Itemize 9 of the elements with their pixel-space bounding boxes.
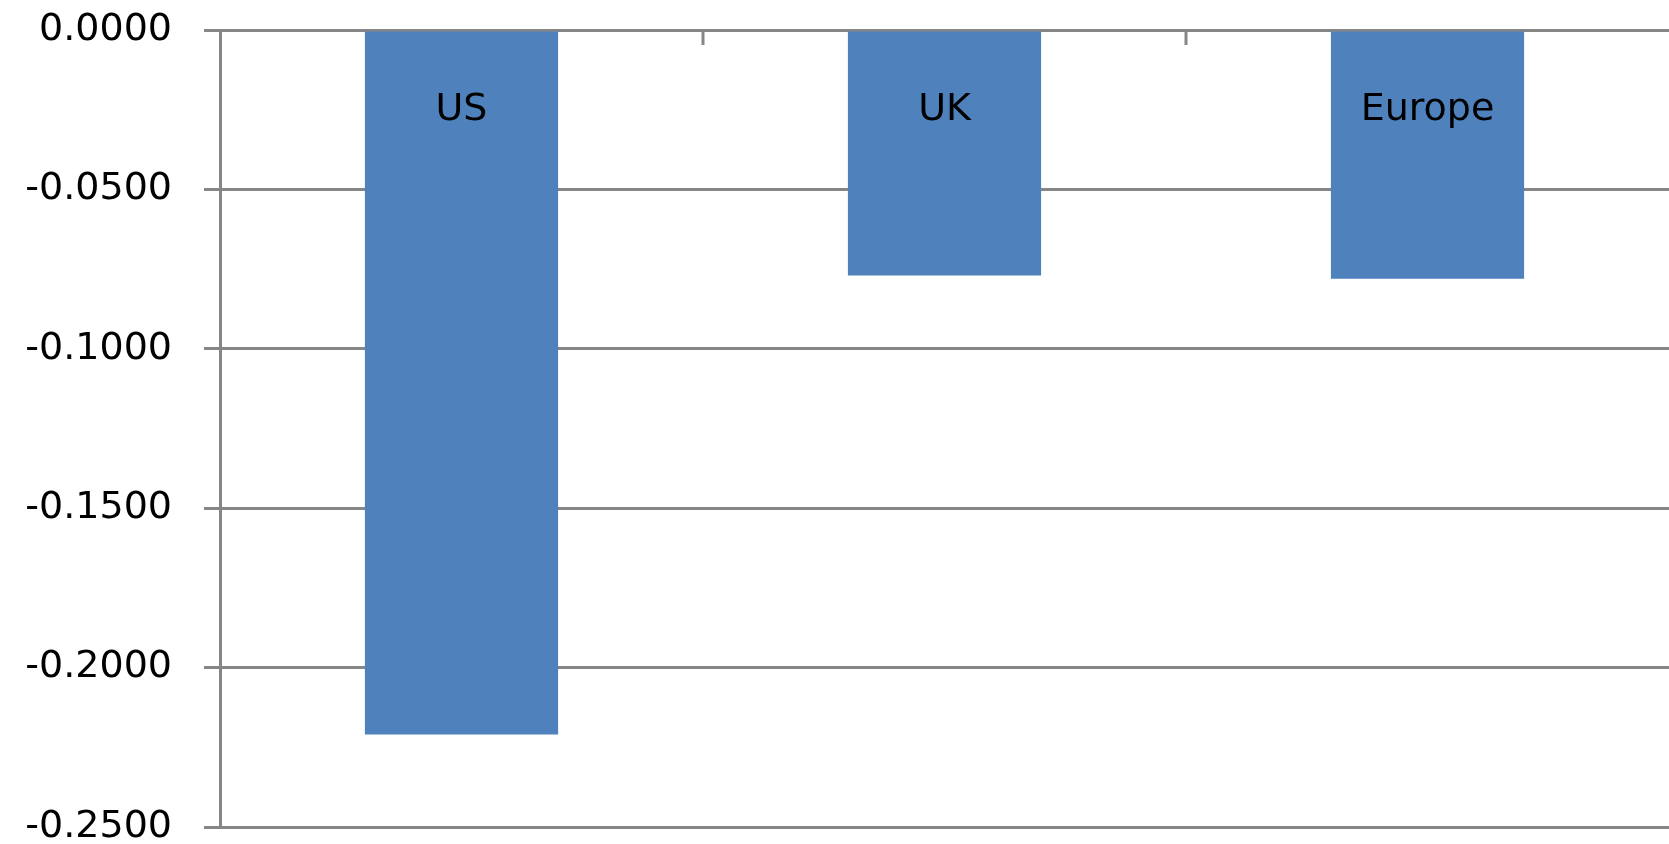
x-tick-label: US — [435, 84, 488, 129]
y-tick-label: -0.2500 — [25, 801, 172, 844]
y-tick-label: -0.0500 — [25, 164, 172, 209]
y-tick-label: -0.2000 — [25, 642, 172, 687]
y-tick-label: 0.0000 — [39, 4, 172, 49]
x-tick-label: UK — [918, 84, 972, 129]
x-tick-label: Europe — [1360, 84, 1495, 129]
y-tick-label: -0.1500 — [25, 483, 172, 528]
y-tick-label: -0.1000 — [25, 323, 172, 368]
